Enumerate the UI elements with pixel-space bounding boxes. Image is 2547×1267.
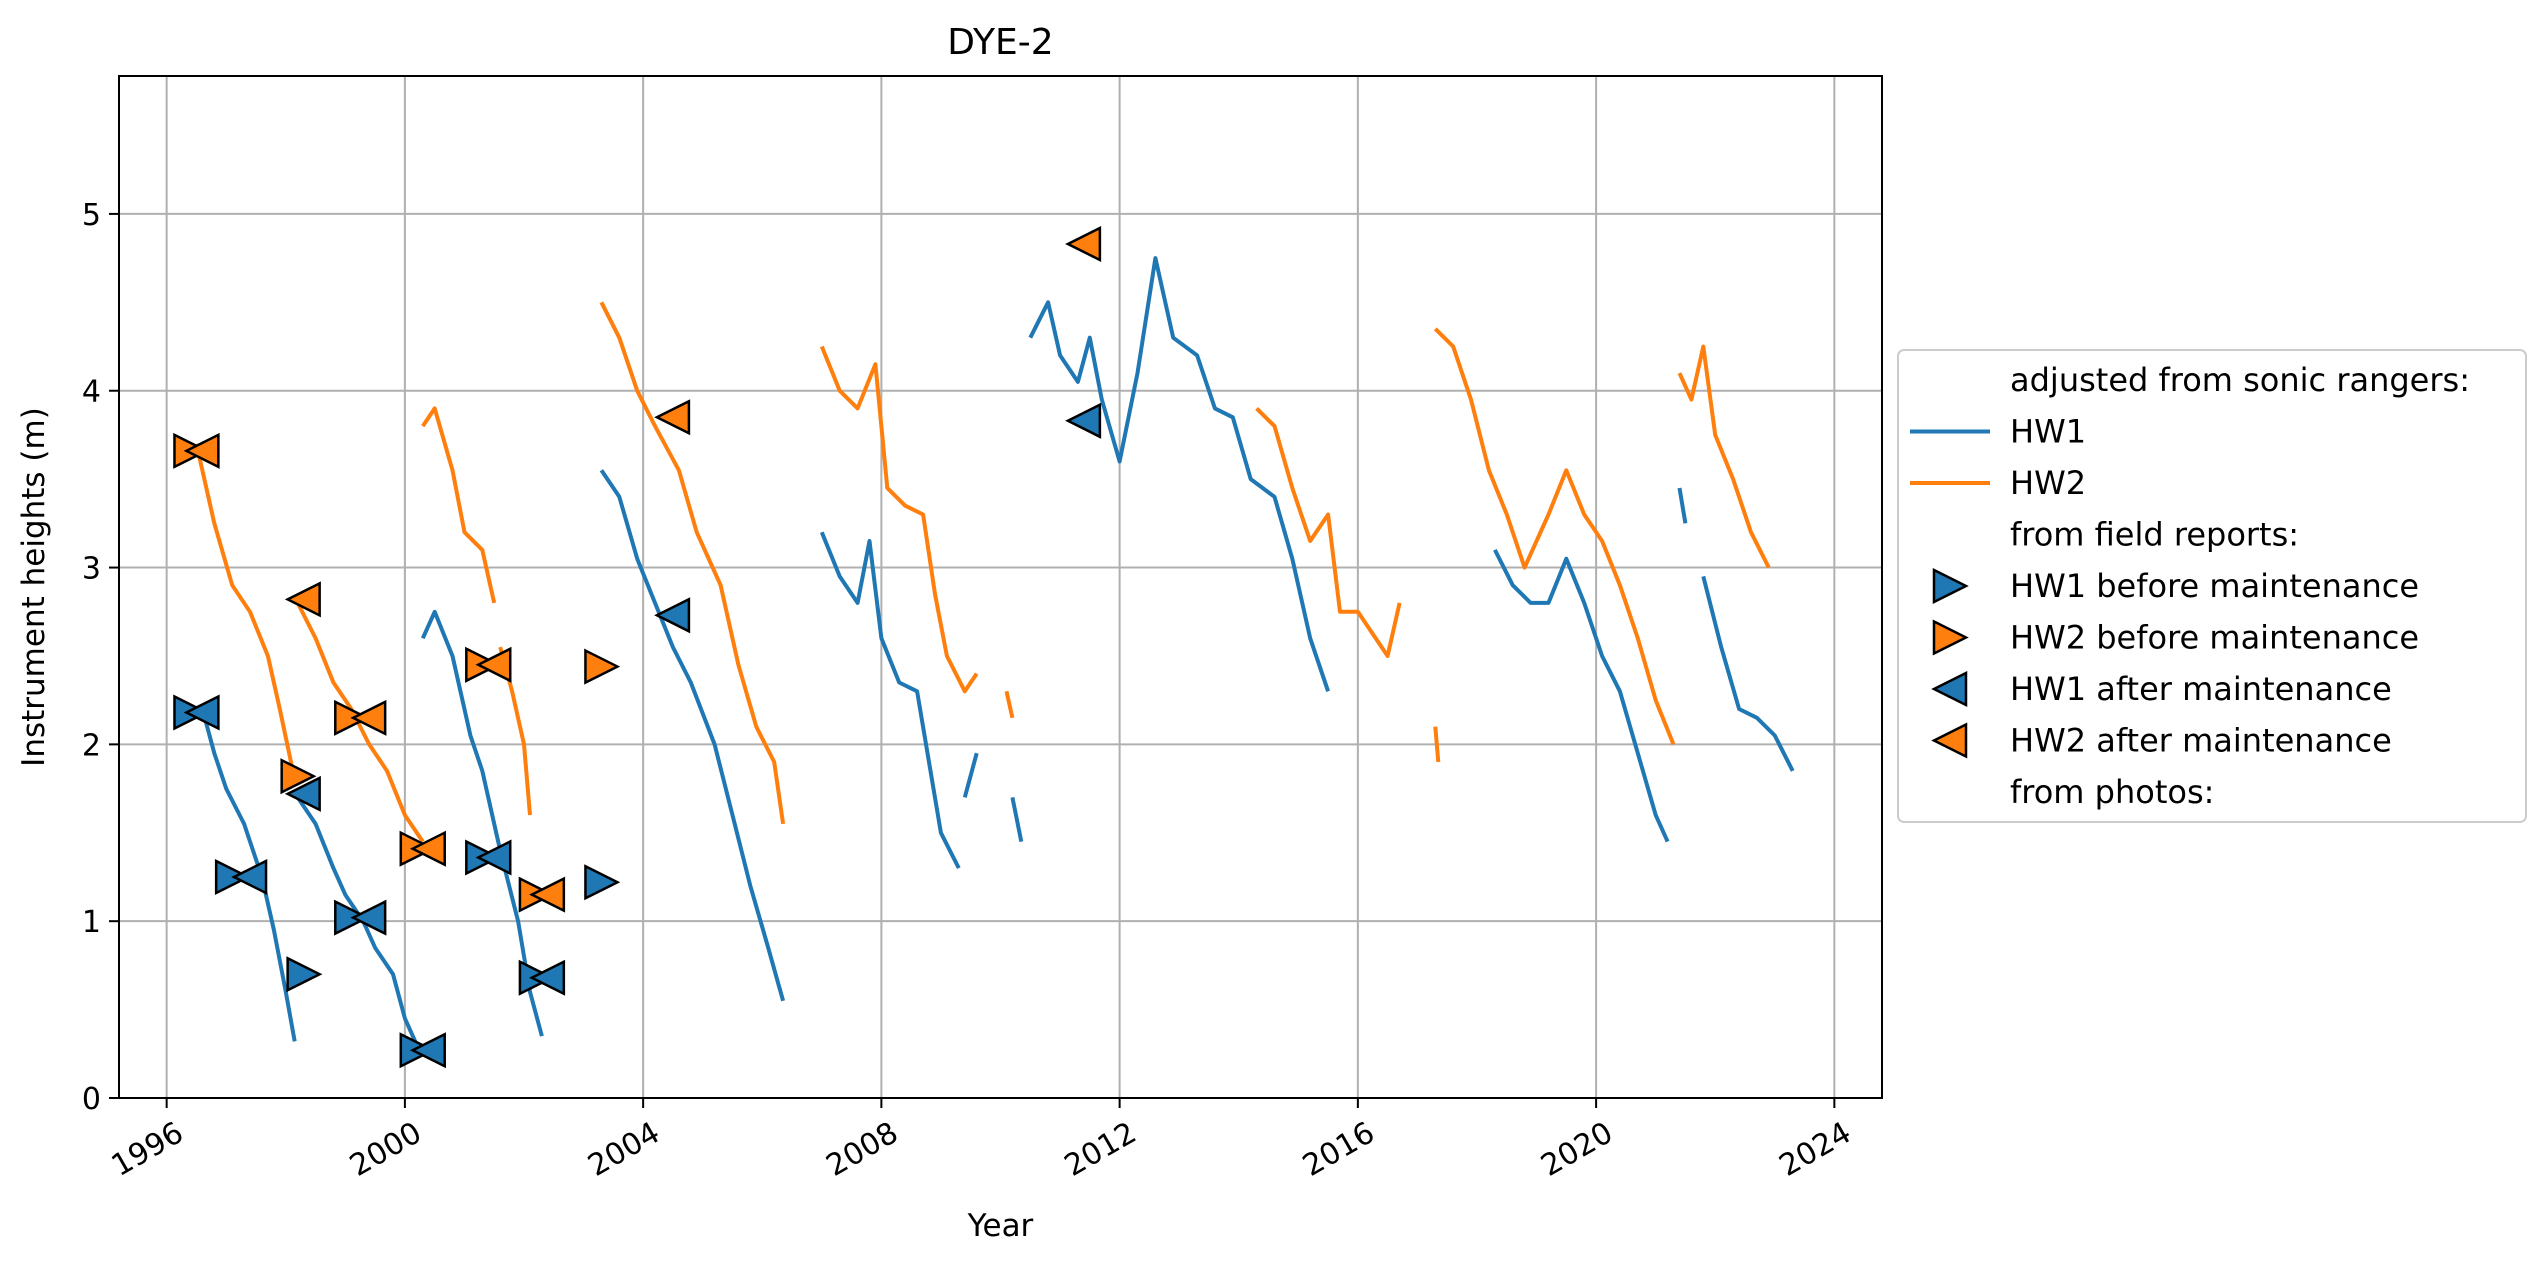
marker-hw2-after-maintenance (183, 432, 220, 469)
series-line-hw2 (1433, 726, 1441, 763)
marker-hw1-after-maintenance (409, 1032, 446, 1069)
marker-hw1-before-maintenance (584, 864, 621, 901)
y-tick-label: 1 (82, 905, 101, 940)
series-line-hw1 (819, 531, 961, 870)
marker-hw2-after-maintenance (350, 699, 387, 736)
marker-hw1-after-maintenance (475, 839, 512, 876)
legend-marker-hw2-after-maintenance (1931, 722, 1968, 759)
axes-frame (118, 75, 1883, 1099)
marker-hw2-after-maintenance (284, 581, 321, 618)
y-tick-label: 0 (82, 1082, 101, 1117)
series-line-hw1 (962, 752, 979, 798)
marker-hw2-after-maintenance (409, 830, 446, 867)
marker-hw2-after-maintenance (1065, 225, 1102, 262)
series-line-hw1 (1028, 256, 1330, 692)
legend-marker-hw1-before-maintenance (1932, 567, 1969, 605)
series-line-hw1 (599, 469, 786, 1002)
series-line-hw1 (1493, 548, 1670, 843)
series-line-hw2 (421, 406, 497, 604)
series-line-hw2 (819, 345, 979, 694)
legend-label-hw1-before-maintenance: HW1 before maintenance (2010, 567, 2419, 605)
y-tick-label: 2 (82, 728, 101, 763)
marker-hw1-after-maintenance (183, 694, 220, 731)
series-line-hw2 (295, 601, 425, 843)
x-axis-label: Year (967, 1208, 1034, 1244)
marker-hw2-before-maintenance (280, 758, 317, 795)
marker-hw1-before-maintenance (286, 956, 323, 993)
y-tick-label: 3 (82, 552, 101, 587)
marker-hw1-after-maintenance (350, 899, 387, 936)
marker-hw1-after-maintenance (654, 597, 691, 634)
legend-marker-hw2-before-maintenance (1932, 619, 1969, 656)
series-line-hw2 (1677, 344, 1771, 569)
y-tick-label: 5 (82, 198, 101, 233)
marker-hw2-before-maintenance (584, 648, 621, 685)
marker-hw1-after-maintenance (231, 858, 268, 896)
series-line-hw1 (200, 708, 297, 1042)
legend-label-hw1: HW1 (2010, 413, 2086, 451)
series-line-hw2 (1004, 690, 1015, 719)
marker-hw1-after-maintenance (1065, 402, 1102, 439)
legend-header-photos: from photos: (2010, 773, 2214, 811)
series-line-hw2 (599, 301, 786, 825)
legend-header-sonic: adjusted from sonic rangers: (2010, 361, 2470, 399)
legend-label-hw2-before-maintenance: HW2 before maintenance (2010, 619, 2419, 657)
y-tick-label: 4 (82, 375, 101, 410)
y-axis-label: Instrument heights (m) (16, 407, 52, 767)
series-line-hw1 (1010, 797, 1024, 842)
legend-header-field: from field reports: (2010, 516, 2299, 554)
marker-hw1-after-maintenance (284, 775, 321, 812)
legend-label-hw2-after-maintenance: HW2 after maintenance (2010, 722, 2392, 760)
marker-hw2-after-maintenance (654, 399, 691, 436)
legend-box (1897, 349, 2527, 823)
legend-marker-hw1-after-maintenance (1931, 670, 1968, 708)
series-line-hw2 (1433, 327, 1676, 746)
series-line-hw1 (1701, 575, 1795, 772)
marker-hw2-after-maintenance (475, 646, 512, 683)
plot-area (173, 225, 1795, 1069)
legend-label-hw2: HW2 (2010, 464, 2086, 502)
marker-hw2-after-maintenance (529, 876, 566, 913)
series-line-hw1 (1677, 487, 1688, 524)
chart-title: DYE-2 (947, 22, 1053, 63)
legend-label-hw1-after-maintenance: HW1 after maintenance (2010, 670, 2392, 708)
legend: adjusted from sonic rangers: from field … (1897, 349, 2527, 823)
series-line-hw2 (1255, 406, 1402, 658)
marker-hw1-after-maintenance (529, 959, 566, 996)
series-line-hw2 (194, 443, 297, 781)
